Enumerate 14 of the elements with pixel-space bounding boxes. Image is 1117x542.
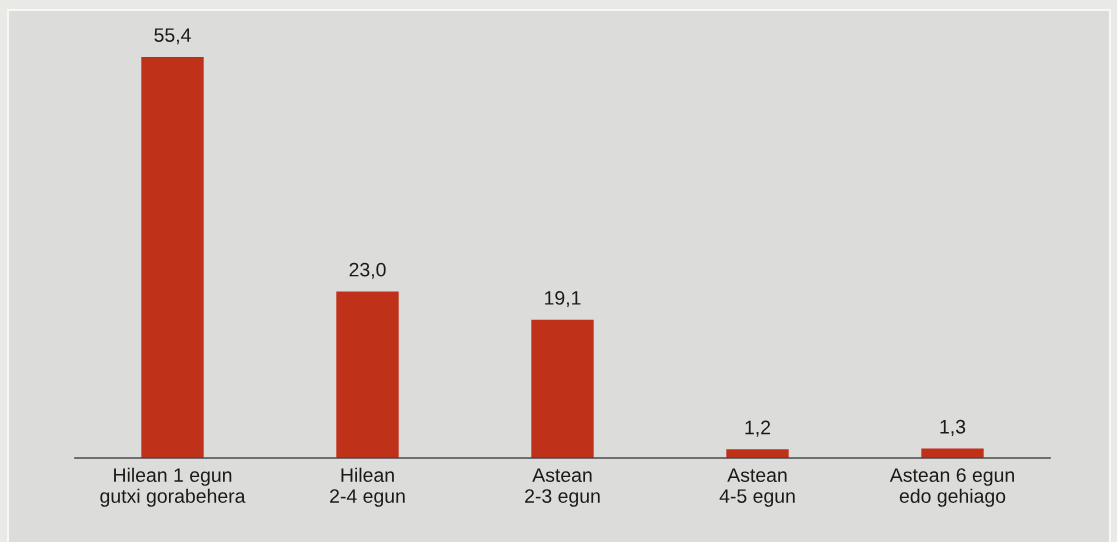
- x-tick-label: Astean 2-3 egun: [525, 468, 600, 507]
- data-label: 23,0: [349, 262, 386, 279]
- data-label: 1,3: [940, 419, 966, 436]
- data-label: 55,4: [154, 28, 191, 45]
- x-tick-label: Astean 6 egun edo gehiago: [889, 468, 1014, 507]
- data-label: 19,1: [545, 291, 581, 308]
- x-tick-label: Hilean 2-4 egun: [330, 467, 405, 507]
- bar: [726, 449, 789, 458]
- x-tick-label: Hilean 1 egun gutxi gorabehera: [100, 467, 246, 507]
- bar: [141, 56, 204, 458]
- x-tick-label: Astean 4-5 egun: [719, 468, 795, 507]
- bar: [531, 319, 594, 458]
- bar: [336, 291, 399, 458]
- data-label: 1,2: [745, 420, 771, 437]
